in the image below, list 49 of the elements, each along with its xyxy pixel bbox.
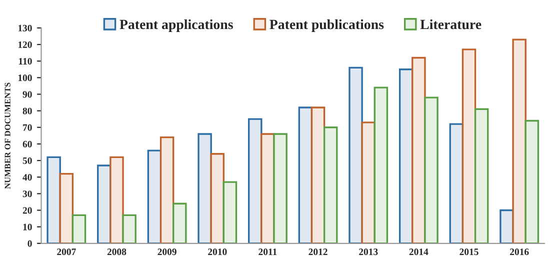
bar <box>172 202 187 244</box>
bar <box>474 108 489 244</box>
y-tick-label: 100 <box>18 74 32 82</box>
bar <box>210 153 225 244</box>
bar <box>59 172 74 244</box>
x-tick-label: 2009 <box>158 248 176 256</box>
bar <box>412 56 426 244</box>
bar <box>222 181 238 244</box>
bar <box>160 136 174 244</box>
y-tick-label: 20 <box>22 207 32 214</box>
y-tick-label: 0 <box>28 240 32 247</box>
x-tick-label: 2013 <box>359 248 378 256</box>
y-tick-label: 60 <box>22 140 32 148</box>
bar <box>512 38 526 244</box>
bar <box>323 126 338 244</box>
y-tick-label: 130 <box>18 24 32 32</box>
bar <box>348 66 363 244</box>
x-tick-label: 2015 <box>460 248 478 256</box>
y-tick-label: 10 <box>23 224 32 230</box>
y-tick-label: 110 <box>18 58 32 65</box>
x-tick-label: 2010 <box>208 248 227 256</box>
x-tick-label: 2008 <box>107 248 126 256</box>
y-tick-label: 40 <box>22 174 32 181</box>
y-axis-title: NUMBER OF DOCUMENTS <box>4 82 10 189</box>
y-tick-label: 70 <box>23 124 32 131</box>
y-tick-label: 80 <box>22 108 32 114</box>
legend-label: Literature <box>420 19 482 30</box>
y-tick-label: 90 <box>22 91 32 98</box>
x-tick-label: 2012 <box>308 248 328 256</box>
legend-label: Patent applications <box>120 19 233 32</box>
legend-label: Patent publications <box>270 19 384 32</box>
x-tick-label: 2007 <box>57 248 76 256</box>
bar <box>198 133 212 244</box>
bar <box>361 122 376 244</box>
bar <box>374 86 388 244</box>
x-tick-label: 2014 <box>409 248 428 256</box>
bar <box>72 214 86 244</box>
bar <box>273 133 288 244</box>
bar <box>424 96 438 244</box>
x-tick-label: 2011 <box>258 248 277 256</box>
bar <box>524 120 540 244</box>
y-tick-label: 30 <box>22 190 32 198</box>
y-tick-label: 50 <box>22 157 32 164</box>
bar <box>122 214 136 244</box>
y-tick-label: 120 <box>18 41 32 48</box>
bar <box>46 156 61 244</box>
bar <box>462 48 476 244</box>
bar <box>110 156 124 244</box>
x-tick-label: 2016 <box>510 248 529 256</box>
